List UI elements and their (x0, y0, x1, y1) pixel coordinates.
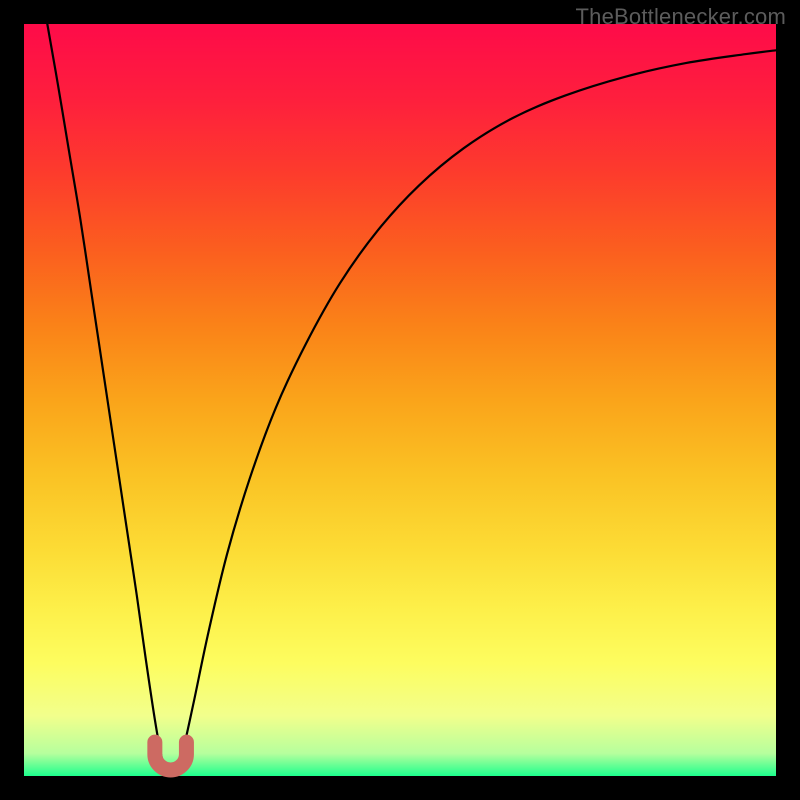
chart-stage: TheBottlenecker.com (0, 0, 800, 800)
gradient-background (24, 24, 776, 776)
chart-svg (0, 0, 800, 800)
watermark-text: TheBottlenecker.com (576, 4, 786, 30)
